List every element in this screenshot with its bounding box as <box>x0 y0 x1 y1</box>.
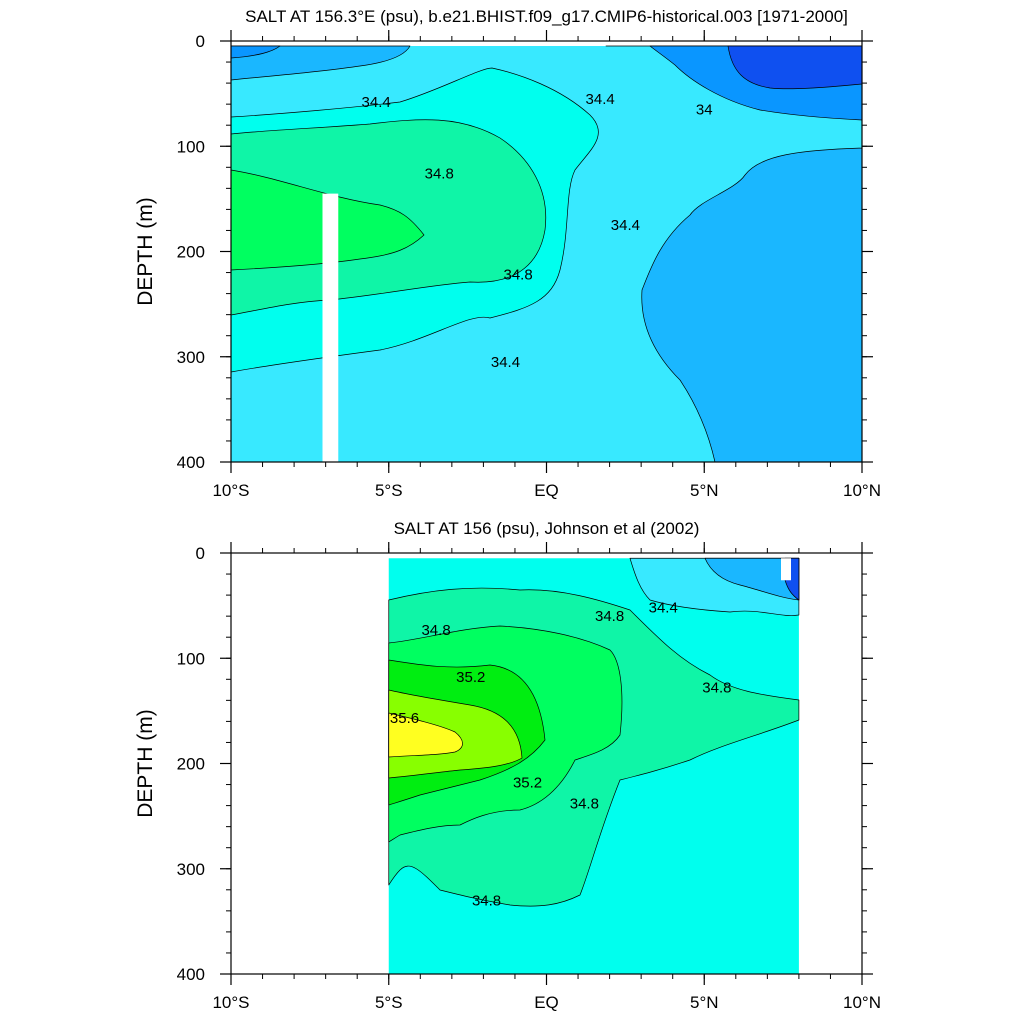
salinity-band-lt-34.0 <box>727 45 863 90</box>
y-tick-label: 400 <box>177 965 205 984</box>
contour-label: 34.8 <box>595 608 624 625</box>
x-tick-label: 10°S <box>212 993 249 1012</box>
salinity-band-34.2-34.4 <box>230 45 411 81</box>
contour-label: 34.4 <box>491 354 520 371</box>
y-tick-label: 400 <box>177 453 205 472</box>
y-tick-label: 0 <box>196 32 205 51</box>
x-tick-label: 5°S <box>375 481 403 500</box>
y-tick-label: 300 <box>177 348 205 367</box>
salinity-band-34.2-34.4 <box>704 557 800 601</box>
top-panel: 10°S 5°S EQ 5°N 10°N 0 100 200 300 400 DEPTH (m) SA… <box>134 7 881 500</box>
missing-data-gap <box>781 558 791 581</box>
bottom-panel: 10°S 5°S EQ 5°N 10°N 0 100 200 300 400 DEPTH (m) SA… <box>134 519 881 1012</box>
x-tick-label: EQ <box>534 993 559 1012</box>
contour-label: 35.6 <box>390 710 419 727</box>
x-tick-label: 10°S <box>212 481 249 500</box>
y-tick-label: 200 <box>177 243 205 262</box>
contour-label: 34.8 <box>702 680 731 697</box>
chart-title: SALT AT 156 (psu), Johnson et al (2002) <box>394 519 700 538</box>
contour-label: 34.8 <box>425 166 454 183</box>
y-tick-label: 100 <box>177 137 205 156</box>
y-tick-label: 200 <box>177 755 205 774</box>
salinity-band-34.2-34.4-north <box>605 45 863 463</box>
contour-label: 34.4 <box>611 217 640 234</box>
contour-label: 34.8 <box>421 622 450 639</box>
contour-label: 34.4 <box>586 91 615 108</box>
contour-label: 34.8 <box>504 267 533 284</box>
y-tick-label: 100 <box>177 649 205 668</box>
contour-label: 34.8 <box>472 892 501 909</box>
x-tick-label: 10°N <box>843 993 881 1012</box>
contour-label: 34.4 <box>362 94 391 111</box>
x-tick-label: 5°N <box>690 481 719 500</box>
chart-title: SALT AT 156.3°E (psu), b.e21.BHIST.f09_g… <box>245 7 848 26</box>
contour-label: 34.4 <box>649 600 678 617</box>
salinity-band-gt-35.6 <box>388 712 463 758</box>
x-tick-label: 5°N <box>690 993 719 1012</box>
x-tick-label: 10°N <box>843 481 881 500</box>
x-tick-label: 5°S <box>375 993 403 1012</box>
contour-label: 35.2 <box>513 774 542 791</box>
y-axis-title: DEPTH (m) <box>134 197 157 306</box>
y-axis-title: DEPTH (m) <box>134 709 157 818</box>
contour-label: 34.8 <box>570 795 599 812</box>
contour-label: 34 <box>696 101 713 118</box>
contour-label: 35.2 <box>456 669 485 686</box>
missing-data-gap <box>322 193 339 463</box>
y-tick-label: 0 <box>196 544 205 563</box>
y-tick-label: 300 <box>177 860 205 879</box>
x-tick-label: EQ <box>534 481 559 500</box>
